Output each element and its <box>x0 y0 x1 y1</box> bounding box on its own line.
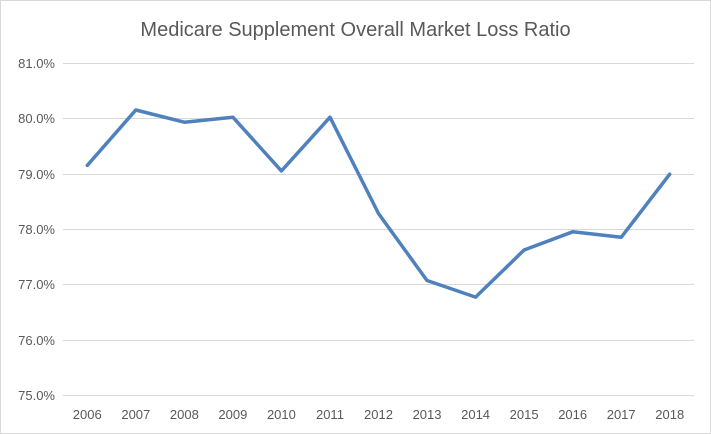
y-tick-label: 76.0% <box>18 333 55 348</box>
x-tick-label: 2010 <box>267 407 296 422</box>
data-point <box>328 115 332 119</box>
data-point <box>377 212 380 216</box>
series-line <box>85 108 672 299</box>
x-tick-label: 2008 <box>170 407 199 422</box>
data-point <box>522 248 526 252</box>
x-tick-label: 2009 <box>218 407 247 422</box>
data-point <box>231 115 235 119</box>
data-point <box>425 278 429 282</box>
y-tick-label: 79.0% <box>18 167 55 182</box>
data-point <box>619 235 623 239</box>
data-point <box>668 172 672 176</box>
x-tick-label: 2006 <box>73 407 102 422</box>
gridlines <box>63 63 694 396</box>
y-tick-label: 75.0% <box>18 388 55 403</box>
chart-title: Medicare Supplement Overall Market Loss … <box>140 19 571 41</box>
data-point <box>182 120 186 124</box>
data-point <box>134 108 138 112</box>
x-tick-label: 2013 <box>413 407 442 422</box>
x-tick-label: 2007 <box>121 407 150 422</box>
x-tick-label: 2012 <box>364 407 393 422</box>
y-tick-label: 78.0% <box>18 222 55 237</box>
x-tick-label: 2018 <box>655 407 684 422</box>
x-tick-label: 2016 <box>558 407 587 422</box>
x-tick-label: 2011 <box>316 407 344 422</box>
data-point <box>571 230 575 234</box>
series-layer <box>85 108 672 299</box>
y-axis-tick-labels: 75.0% 76.0% 77.0% 78.0% 79.0% 80.0% 81.0% <box>18 56 55 403</box>
y-tick-label: 81.0% <box>18 56 55 71</box>
data-point <box>85 163 89 167</box>
y-tick-label: 80.0% <box>18 111 55 126</box>
x-tick-label: 2015 <box>510 407 539 422</box>
x-tick-label: 2017 <box>607 407 636 422</box>
data-point <box>279 169 283 173</box>
x-axis-tick-labels: 2006 2007 2008 2009 2010 2011 2012 2013 2014 2015… <box>73 407 684 422</box>
y-tick-label: 77.0% <box>18 277 55 292</box>
data-point <box>474 295 478 299</box>
x-tick-label: 2014 <box>461 407 490 422</box>
